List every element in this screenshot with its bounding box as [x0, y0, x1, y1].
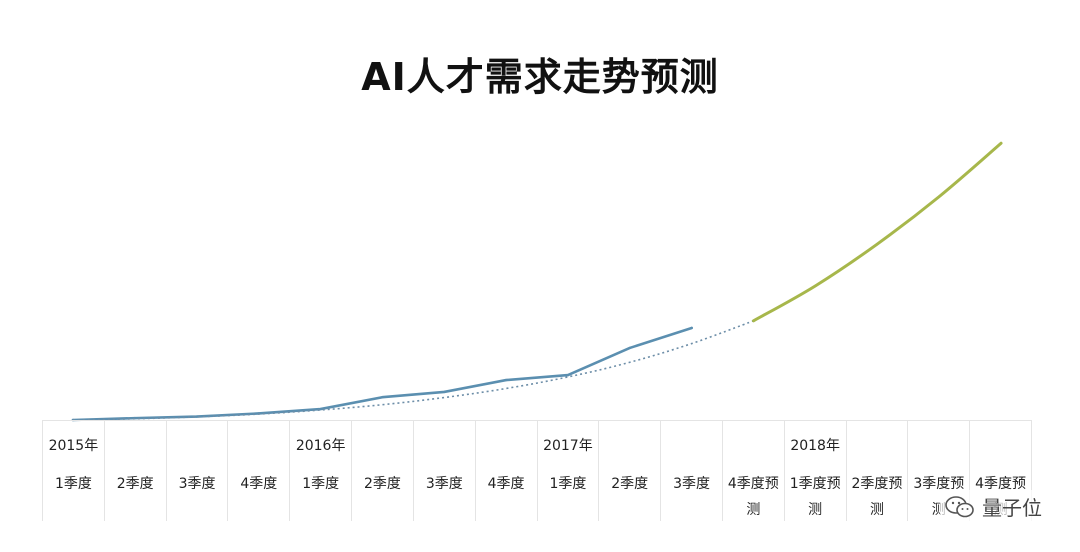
x-category-13: 2季度预测 [845, 421, 908, 521]
data-point-actual-7 [504, 378, 508, 382]
x-category-3: 4季度 [227, 421, 289, 521]
x-tick-label: 3季度 [425, 476, 463, 492]
data-point-forecast-14 [937, 195, 941, 198]
data-point-forecast-12 [814, 284, 817, 288]
x-category-9: 2季度 [598, 421, 660, 521]
series-line-forecast [752, 141, 1003, 323]
x-category-6: 3季度 [412, 421, 475, 521]
x-category-4: 2016年 1季度 [289, 421, 351, 521]
data-point-forecast-15 [999, 142, 1003, 145]
x-year-label: 2016年 [295, 438, 346, 454]
x-category-7: 4季度 [474, 421, 537, 521]
x-tick-label: 2季度预测 [851, 476, 903, 518]
wechat-icon [945, 495, 974, 517]
x-tick-label: 1季度预测 [789, 476, 841, 518]
x-year-label: 2015年 [48, 438, 99, 454]
x-year-label: 2018年 [790, 438, 840, 454]
x-category-8: 2017年 1季度 [536, 421, 599, 521]
series-line-trend [72, 320, 754, 421]
x-tick-label: 1季度 [302, 476, 340, 492]
x-tick-label: 4季度预测 [727, 476, 779, 518]
x-tick-label: 3季度 [178, 476, 216, 492]
data-point-actual-8 [566, 373, 570, 377]
data-point-actual-10 [690, 326, 693, 330]
watermark-text: 量子位 [982, 496, 1042, 520]
data-point-actual-6 [442, 390, 446, 394]
data-point-forecast-13 [876, 242, 879, 246]
chart-title: AI人才需求走势预测 [361, 55, 719, 99]
x-category-11: 4季度预测 [721, 421, 784, 521]
x-tick-label: 4季度 [487, 476, 525, 492]
data-point-actual-5 [381, 396, 384, 399]
x-category-12: 2018年 1季度预测 [783, 421, 846, 521]
watermark: 量子位 [940, 490, 1046, 523]
x-category-1: 2季度 [103, 421, 166, 521]
x-tick-label: 1季度 [549, 476, 587, 492]
x-tick-label: 4季度 [240, 476, 278, 492]
x-axis-categories: 2015年 1季度 2季度 3季度 4季度 2016年 1季度 2季度 3季度 4季度 2017年 1… [42, 420, 1032, 521]
x-tick-label: 2季度 [116, 476, 154, 492]
x-category-5: 2季度 [351, 421, 413, 521]
x-category-0: 2015年 1季度 [42, 421, 104, 521]
x-tick-label: 2季度 [611, 476, 649, 492]
data-point-forecast-11 [752, 319, 755, 322]
x-tick-label: 2季度 [364, 476, 401, 492]
data-point-actual-9 [628, 346, 632, 350]
x-tick-label: 1季度 [54, 476, 92, 492]
data-point-actual-4 [319, 407, 322, 411]
x-category-10: 3季度 [660, 421, 722, 521]
data-point-actual-2 [195, 415, 198, 418]
series-line-actual [71, 326, 693, 422]
x-tick-label: 3季度 [673, 476, 710, 492]
x-year-label: 2017年 [543, 438, 593, 454]
x-category-2: 3季度 [165, 421, 228, 521]
